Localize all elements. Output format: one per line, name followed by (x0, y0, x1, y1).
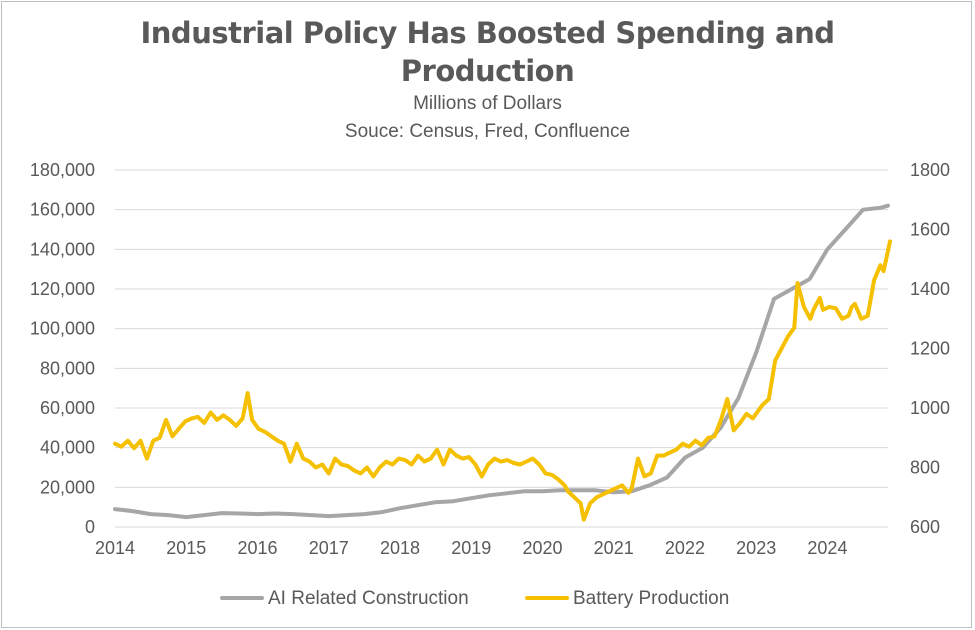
series-line-battery-production (113, 239, 892, 522)
x-tick-label: 2017 (309, 538, 349, 558)
y-left-tick-label: 80,000 (40, 358, 95, 378)
x-tick-label: 2024 (807, 538, 847, 558)
chart-subtitle-units: Millions of Dollars (413, 93, 562, 114)
x-tick-label: 2022 (665, 538, 705, 558)
legend-ai-construction-label: AI Related Construction (268, 588, 469, 609)
y-left-tick-label: 40,000 (40, 438, 95, 458)
chart-title: Industrial Policy Has Boosted Spending a… (0, 14, 975, 90)
y-left-tick-label: 140,000 (30, 239, 95, 259)
x-tick-label: 2014 (95, 538, 135, 558)
series-line-ai-construction (113, 203, 890, 520)
y-right-tick-label: 800 (910, 458, 940, 478)
x-tick-label: 2023 (736, 538, 776, 558)
chart-title-line-2: Production (400, 54, 575, 88)
y-left-tick-label: 120,000 (30, 279, 95, 299)
x-tick-label: 2020 (522, 538, 562, 558)
chart-subtitle-source: Souce: Census, Fred, Confluence (344, 121, 631, 142)
legend-battery-production-label: Battery Production (573, 588, 729, 609)
y-left-tick-label: 60,000 (40, 398, 95, 418)
x-tick-label: 2021 (594, 538, 634, 558)
y-left-tick-label: 180,000 (30, 160, 95, 180)
y-right-tick-label: 1200 (910, 339, 950, 359)
y-left-tick-label: 20,000 (40, 477, 95, 497)
x-tick-label: 2015 (166, 538, 206, 558)
y-right-tick-label: 600 (910, 517, 940, 537)
y-left-tick-label: 100,000 (30, 319, 95, 339)
y-right-tick-label: 1800 (910, 160, 950, 180)
y-right-tick-label: 1400 (910, 279, 950, 299)
x-tick-label: 2018 (380, 538, 420, 558)
y-left-tick-label: 160,000 (30, 200, 95, 220)
x-tick-label: 2019 (451, 538, 491, 558)
chart-title-line-1: Industrial Policy Has Boosted Spending a… (140, 16, 836, 50)
x-tick-label: 2016 (237, 538, 277, 558)
y-right-tick-label: 1600 (910, 220, 950, 240)
y-left-tick-label: 0 (85, 517, 95, 537)
y-right-tick-label: 1000 (910, 398, 950, 418)
